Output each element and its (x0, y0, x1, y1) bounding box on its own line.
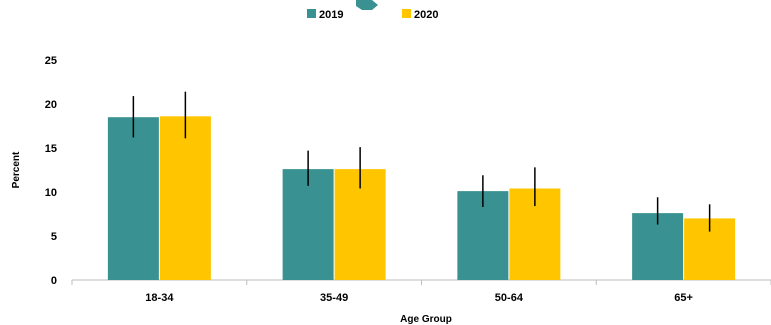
legend-label-2019: 2019 (319, 9, 343, 21)
title-fragment (356, 0, 378, 10)
legend-label-2020: 2020 (414, 9, 438, 21)
bars (107, 116, 736, 280)
axes (71, 279, 771, 285)
bar-2019-18-34 (107, 117, 159, 280)
y-tick-label: 25 (45, 55, 57, 67)
tick-labels: 0 5 10 15 20 25 18-34 35-49 50-64 65+ (45, 55, 693, 304)
x-tick-label: 65+ (674, 292, 693, 304)
legend-swatch-2019 (307, 9, 316, 18)
legend: 2019 2020 (307, 9, 438, 21)
error-bars (132, 91, 711, 232)
bar-2019-35-49 (282, 169, 334, 280)
y-tick-label: 15 (45, 143, 57, 155)
y-axis-title: Percent (11, 151, 22, 188)
y-tick-label: 0 (51, 275, 57, 287)
x-tick-label: 50-64 (495, 292, 524, 304)
x-axis-title: Age Group (400, 314, 452, 325)
x-tick-label: 35-49 (320, 292, 348, 304)
y-tick-label: 10 (45, 187, 57, 199)
bar-2020-18-34 (159, 116, 211, 280)
x-tick-label: 18-34 (145, 292, 174, 304)
legend-swatch-2020 (402, 9, 411, 18)
y-tick-label: 5 (51, 231, 57, 243)
y-tick-label: 20 (45, 99, 57, 111)
